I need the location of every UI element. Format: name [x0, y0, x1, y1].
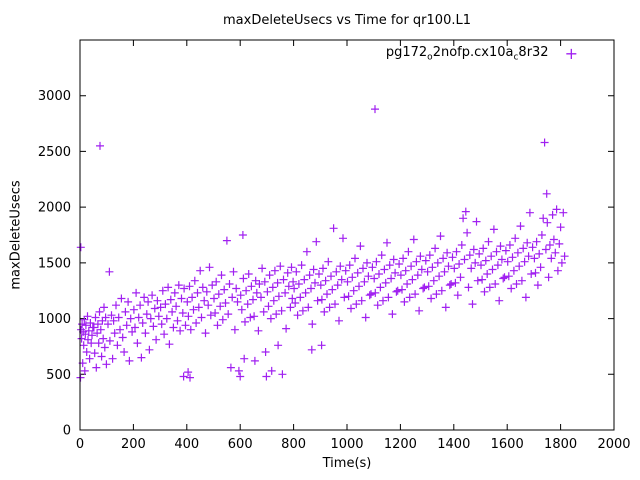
plot-border — [79, 39, 615, 431]
legend-label-part: 2nofp.cx10a — [432, 45, 514, 60]
x-tick-label: 2000 — [597, 437, 630, 452]
axis-ticks — [79, 40, 615, 431]
legend-label: pg172o2nofp.cx10ac8r32 — [386, 45, 549, 63]
y-tick-label: 0 — [63, 424, 71, 439]
x-tick-label: 400 — [174, 437, 199, 452]
y-tick-label: 3000 — [38, 89, 71, 104]
x-tick-label: 1800 — [544, 437, 577, 452]
tick-labels: 0 200 400 600 800 1000 1200 1400 1600 1800 2000 0 50… — [38, 89, 631, 452]
scatter-points — [76, 105, 569, 382]
y-tick-label: 1000 — [38, 312, 71, 327]
legend: pg172o2nofp.cx10ac8r32 + — [386, 45, 578, 63]
x-tick-label: 1600 — [491, 437, 524, 452]
x-tick-label: 600 — [228, 437, 253, 452]
tick-marks — [79, 40, 615, 431]
y-tick-label: 1500 — [38, 256, 71, 271]
x-tick-label: 200 — [121, 437, 146, 452]
y-tick-label: 2500 — [38, 145, 71, 160]
chart-title: maxDeleteUsecs vs Time for qr100.L1 — [223, 13, 471, 28]
legend-marker-plus-icon: + — [564, 43, 578, 63]
x-tick-label: 1400 — [437, 437, 470, 452]
legend-label-subscript: c — [513, 52, 519, 63]
x-tick-label: 0 — [76, 437, 84, 452]
y-tick-label: 500 — [46, 368, 71, 383]
x-tick-label: 1000 — [330, 437, 363, 452]
legend-label-subscript: o — [427, 52, 433, 63]
x-tick-label: 800 — [281, 437, 306, 452]
y-tick-label: 2000 — [38, 201, 71, 216]
x-axis-label: Time(s) — [322, 456, 372, 471]
y-axis-label: maxDeleteUsecs — [8, 180, 24, 290]
legend-label-part: 8r32 — [518, 45, 549, 60]
x-tick-label: 1200 — [384, 437, 417, 452]
legend-label-part: pg172 — [385, 45, 428, 60]
